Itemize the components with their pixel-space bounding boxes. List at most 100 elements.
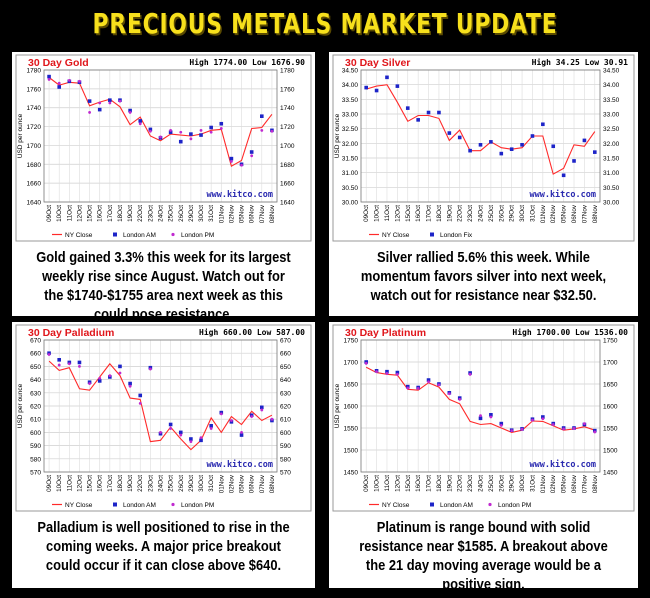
data-point-square <box>395 370 400 375</box>
y-tick-label-right: 1760 <box>280 86 295 93</box>
data-point-dot <box>67 78 71 82</box>
x-tick-label: 07Nov <box>259 204 266 223</box>
data-point-dot <box>375 370 378 374</box>
platinum-caption-text: Platinum is range bound with solid resis… <box>359 519 608 593</box>
x-tick-label: 31Oct <box>208 205 215 222</box>
y-tick-label-right: 640 <box>280 377 291 384</box>
data-point-square <box>499 421 504 426</box>
data-point-square <box>97 379 102 383</box>
gold-panel: 30 Day Gold High 1774.00 Low 1676.90 1640 1… <box>12 52 315 323</box>
x-tick-label: 02Nov <box>550 204 557 223</box>
legend-label: London PM <box>498 502 531 509</box>
silver-panel: 30 Day Silver High 34.25 Low 30.91 30.00 30… <box>329 52 638 316</box>
x-tick-label: 08Nov <box>592 204 599 223</box>
data-point-dot <box>118 371 122 375</box>
y-tick-label-left: 1640 <box>27 200 42 207</box>
data-point-dot <box>427 380 430 384</box>
data-point-dot <box>230 160 233 163</box>
x-tick-label: 26Oct <box>498 475 505 492</box>
data-point-dot <box>169 427 173 430</box>
watermark: www.kitco.com <box>206 459 273 470</box>
data-point-square <box>509 147 514 151</box>
high-low-label: High 660.00 Low 587.00 <box>199 327 305 337</box>
data-point-square <box>499 151 504 156</box>
x-tick-label: 29Oct <box>188 205 195 222</box>
y-tick-label-right: 1700 <box>603 360 618 367</box>
data-point-dot <box>230 419 233 422</box>
palladium-panel: 30 Day Palladium High 660.00 Low 587.00 57… <box>12 322 315 588</box>
y-tick-label-right: 32.00 <box>603 141 620 148</box>
platinum-chart: 30 Day Platinum High 1700.00 Low 1536.001… <box>332 324 635 512</box>
x-tick-label: 30Oct <box>198 475 205 492</box>
y-tick-label-right: 32.50 <box>603 126 620 133</box>
y-tick-label-right: 570 <box>280 470 291 477</box>
data-point-dot <box>189 137 193 141</box>
data-point-dot <box>240 431 243 434</box>
x-tick-label: 15Oct <box>405 205 412 222</box>
y-tick-label-left: 32.00 <box>342 141 359 148</box>
data-point-dot <box>118 99 122 103</box>
silver-chart: 30 Day Silver High 34.25 Low 30.91 30.00 30… <box>332 54 635 242</box>
y-tick-label-left: 600 <box>30 430 41 437</box>
y-tick-label-right: 580 <box>280 456 291 463</box>
y-tick-label-left: 1750 <box>344 338 359 345</box>
y-tick-label-right: 34.00 <box>603 82 620 89</box>
data-point-dot <box>240 163 243 167</box>
y-tick-label-left: 1700 <box>27 143 42 150</box>
data-point-dot <box>47 78 51 81</box>
data-point-dot <box>364 361 368 365</box>
x-tick-label: 19Oct <box>446 475 453 492</box>
legend-swatch-square <box>113 232 117 237</box>
y-tick-label-right: 1700 <box>280 143 295 150</box>
x-tick-label: 19Oct <box>127 205 134 222</box>
y-tick-label-left: 590 <box>30 443 41 450</box>
data-point-dot <box>128 111 132 114</box>
data-point-dot <box>159 135 162 139</box>
data-point-dot <box>179 130 183 134</box>
y-tick-label-left: 31.50 <box>342 156 359 163</box>
x-tick-label: 02Nov <box>228 474 235 493</box>
legend-label: London Fix <box>440 232 473 239</box>
y-tick-label-left: 610 <box>30 417 41 424</box>
y-tick-label-left: 1740 <box>27 105 42 112</box>
data-point-dot <box>583 422 586 425</box>
x-tick-label: 09Oct <box>363 475 370 492</box>
data-point-dot <box>499 423 503 427</box>
data-point-square <box>385 75 389 80</box>
x-tick-label: 26Oct <box>178 475 185 492</box>
data-point-dot <box>531 418 534 422</box>
data-point-dot <box>270 129 274 133</box>
data-point-dot <box>47 353 51 356</box>
x-tick-label: 10Oct <box>56 475 63 492</box>
y-tick-label-left: 30.00 <box>342 200 359 207</box>
x-tick-label: 17Oct <box>426 475 433 492</box>
x-tick-label: 30Oct <box>519 475 526 492</box>
y-tick-label-left: 33.50 <box>342 97 359 104</box>
x-tick-label: 08Nov <box>269 474 276 493</box>
data-point-square <box>530 134 535 138</box>
y-tick-label-left: 660 <box>30 351 41 358</box>
data-point-dot <box>260 128 264 132</box>
x-tick-label: 06Nov <box>249 204 256 223</box>
page-title: PRECIOUS METALS MARKET UPDATE <box>92 6 558 40</box>
data-point-square <box>189 132 193 136</box>
data-point-dot <box>572 427 576 430</box>
x-tick-label: 23Oct <box>467 205 474 222</box>
x-tick-label: 18Oct <box>436 475 443 492</box>
silver-caption-text: Silver rallied 5.6% this week. While mom… <box>360 249 607 304</box>
x-tick-label: 23Oct <box>467 475 474 492</box>
data-point-dot <box>219 127 223 130</box>
y-tick-label-right: 1500 <box>603 448 618 455</box>
data-point-square <box>118 364 122 369</box>
x-tick-label: 09Oct <box>46 475 53 492</box>
x-tick-label: 02Nov <box>550 474 557 493</box>
y-tick-label-left: 1700 <box>344 360 359 367</box>
platinum-caption: Platinum is range bound with solid resis… <box>329 518 638 594</box>
y-tick-label-right: 1740 <box>280 105 295 112</box>
data-point-dot <box>541 417 545 421</box>
data-point-dot <box>108 374 112 378</box>
data-point-square <box>374 88 379 93</box>
y-tick-label-right: 660 <box>280 351 291 358</box>
y-tick-label-right: 31.50 <box>603 156 620 163</box>
x-tick-label: 10Oct <box>56 205 63 222</box>
